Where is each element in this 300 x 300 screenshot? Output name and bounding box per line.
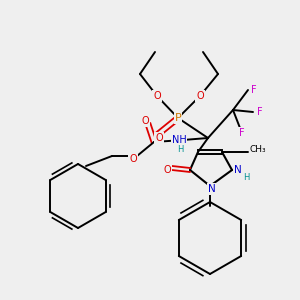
Text: O: O: [153, 91, 161, 101]
Text: O: O: [163, 165, 171, 175]
Text: F: F: [257, 107, 263, 117]
Text: O: O: [155, 133, 163, 143]
Text: N: N: [208, 184, 216, 194]
Text: O: O: [141, 116, 149, 126]
Text: CH₃: CH₃: [250, 146, 266, 154]
Text: H: H: [177, 146, 183, 154]
Text: H: H: [243, 173, 249, 182]
Text: F: F: [239, 128, 245, 138]
Text: F: F: [251, 85, 257, 95]
Text: O: O: [129, 154, 137, 164]
Text: NH: NH: [172, 135, 186, 145]
Text: P: P: [175, 113, 182, 123]
Text: O: O: [196, 91, 204, 101]
Text: N: N: [234, 165, 242, 175]
